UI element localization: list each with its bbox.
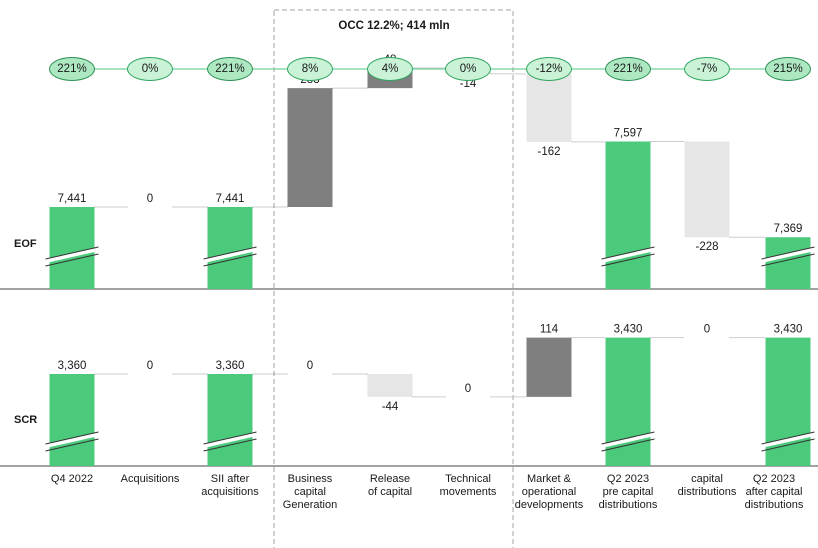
category-label-5: Technical movements [439, 473, 497, 498]
value-label-scr-3: 0 [307, 360, 313, 372]
bar-scr-9 [765, 337, 811, 466]
category-label-2: SII after acquisitions [201, 473, 259, 498]
value-label-eof-0: 7,441 [58, 193, 87, 205]
category-label-4: Release of capital [367, 473, 413, 498]
row-label-eof: EOF [14, 238, 37, 250]
value-label-scr-1: 0 [147, 360, 153, 372]
category-label-7: Q2 2023 pre capital distributions [598, 473, 658, 511]
value-label-eof-7: 7,597 [614, 127, 643, 139]
value-label-scr-8: 0 [704, 324, 710, 336]
bar-eof-3 [287, 88, 333, 207]
ratio-bubble-3: 8% [287, 57, 333, 81]
category-label-1: Acquisitions [120, 473, 180, 485]
value-label-scr-9: 3,430 [774, 324, 803, 336]
value-label-scr-6: 114 [540, 324, 559, 336]
bar-scr-0 [49, 374, 95, 466]
value-label-scr-5: 0 [465, 383, 471, 395]
ratio-bubble-0: 221% [49, 57, 95, 81]
bar-eof-2 [207, 207, 253, 289]
axis-break-eof-2 [203, 246, 257, 267]
category-label-6: Market & operational developments [514, 473, 584, 511]
bar-scr-4 [367, 374, 413, 397]
axis-break-scr-2 [203, 431, 257, 452]
occ-box [273, 9, 514, 548]
category-label-8: capital distributions [677, 473, 737, 498]
value-label-eof-1: 0 [147, 193, 153, 205]
axis-break-eof-7 [601, 246, 655, 267]
axis-break-scr-7 [601, 431, 655, 452]
bar-scr-6 [526, 337, 572, 397]
bar-eof-8 [684, 141, 730, 238]
value-label-eof-8: -228 [695, 241, 718, 253]
category-label-0: Q4 2022 [50, 473, 94, 485]
bar-scr-7 [605, 337, 651, 466]
ratio-bubble-9: 215% [765, 57, 811, 81]
value-label-scr-0: 3,360 [58, 360, 87, 372]
ratio-bubble-5: 0% [445, 57, 491, 81]
bar-eof-0 [49, 207, 95, 289]
bar-eof-7 [605, 141, 651, 289]
axis-break-eof-0 [45, 246, 99, 267]
value-label-eof-6: -162 [537, 146, 560, 158]
ratio-bubble-8: -7% [684, 57, 730, 81]
bar-scr-2 [207, 374, 253, 466]
value-label-scr-4: -44 [382, 401, 399, 413]
value-label-scr-2: 3,360 [216, 360, 245, 372]
ratio-bubble-1: 0% [127, 57, 173, 81]
value-label-scr-7: 3,430 [614, 324, 643, 336]
value-label-eof-2: 7,441 [216, 193, 245, 205]
axis-break-scr-9 [761, 431, 815, 452]
ratio-bubble-2: 221% [207, 57, 253, 81]
ratio-bubble-6: -12% [526, 57, 572, 81]
value-label-eof-9: 7,369 [774, 223, 803, 235]
category-label-9: Q2 2023 after capital distributions [744, 473, 804, 511]
row-label-scr: SCR [14, 414, 38, 426]
axis-break-scr-0 [45, 431, 99, 452]
bar-eof-6 [526, 73, 572, 142]
category-label-3: Business capital Generation [282, 473, 338, 511]
ratio-bubble-7: 221% [605, 57, 651, 81]
occ-label: OCC 12.2%; 414 mln [338, 20, 450, 32]
ratio-bubble-4: 4% [367, 57, 413, 81]
axis-break-eof-9 [761, 246, 815, 267]
